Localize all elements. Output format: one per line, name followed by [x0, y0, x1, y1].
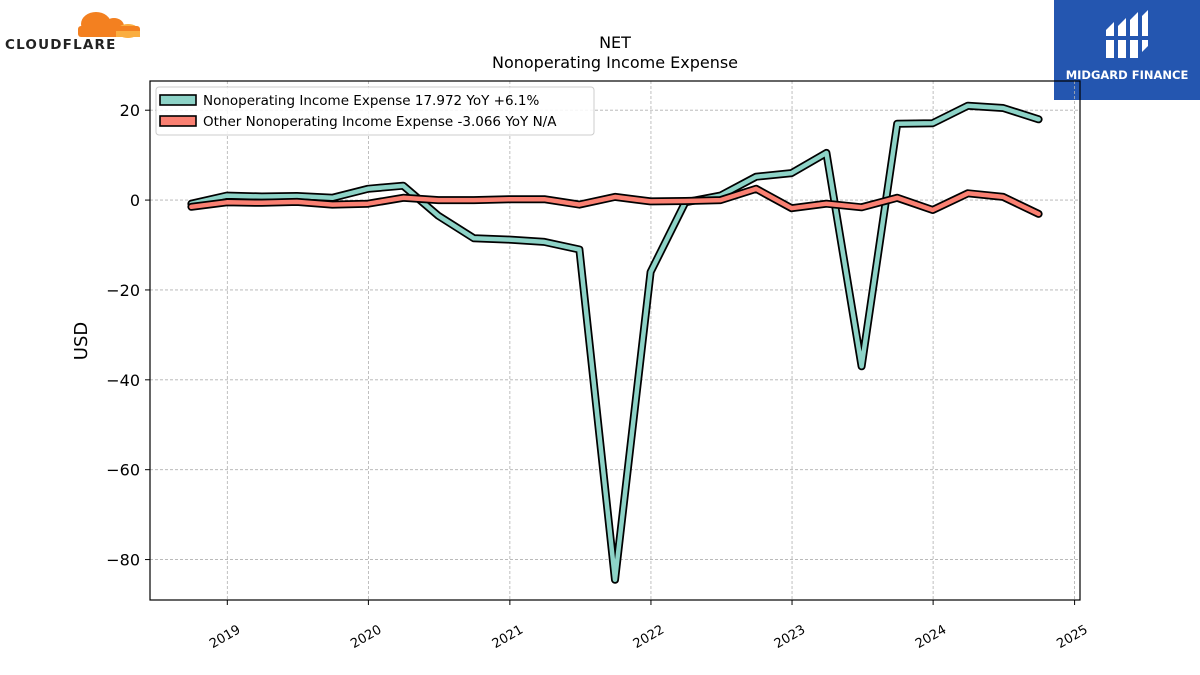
- x-tick-label: 2022: [631, 622, 667, 652]
- y-tick-label: 0: [130, 191, 140, 210]
- x-tick-label: 2020: [348, 622, 384, 652]
- chart-title: NET: [599, 33, 631, 52]
- cloudflare-logo: CLOUDFLARE: [5, 12, 140, 53]
- cloudflare-logo-text: CLOUDFLARE: [5, 37, 117, 53]
- series-line-2: [189, 186, 1041, 217]
- x-tick-label: 2024: [913, 622, 949, 652]
- legend-box: [155, 86, 595, 136]
- series-line-1: [189, 103, 1041, 583]
- grid: [150, 81, 1080, 600]
- x-tick-label: 2019: [207, 622, 243, 652]
- midgard-finance-logo-text: MIDGARD FINANCE: [1065, 68, 1189, 82]
- y-tick-label: −80: [106, 551, 140, 570]
- x-tick-label: 2021: [490, 622, 526, 652]
- legend-label: Other Nonoperating Income Expense -3.066…: [203, 114, 557, 130]
- x-tick-label: 2023: [772, 622, 808, 652]
- y-tick-label: −60: [106, 461, 140, 480]
- x-tick-label: 2025: [1054, 622, 1090, 652]
- series-lines: [187, 101, 1043, 584]
- legend-swatch: [159, 94, 197, 106]
- y-tick-label: −20: [106, 281, 140, 300]
- y-tick-label: 20: [120, 101, 140, 120]
- series-outline: [187, 101, 1043, 584]
- y-axis: 20 0 −20 −40 −60 −80: [106, 101, 150, 570]
- x-axis: 2019 2020 2021 2022 2023 2024 2025: [207, 600, 1091, 652]
- midgard-mark-icon: [1106, 10, 1148, 58]
- chart-subtitle: Nonoperating Income Expense: [492, 53, 738, 72]
- legend-label: Nonoperating Income Expense 17.972 YoY +…: [203, 93, 539, 109]
- plot-frame: [149, 80, 1081, 601]
- y-tick-label: −40: [106, 371, 140, 390]
- legend: Nonoperating Income Expense 17.972 YoY +…: [155, 86, 595, 136]
- legend-swatch: [159, 115, 197, 127]
- cloud-icon: [78, 12, 140, 38]
- midgard-finance-logo: MIDGARD FINANCE: [1054, 0, 1200, 100]
- y-axis-label: USD: [71, 322, 92, 360]
